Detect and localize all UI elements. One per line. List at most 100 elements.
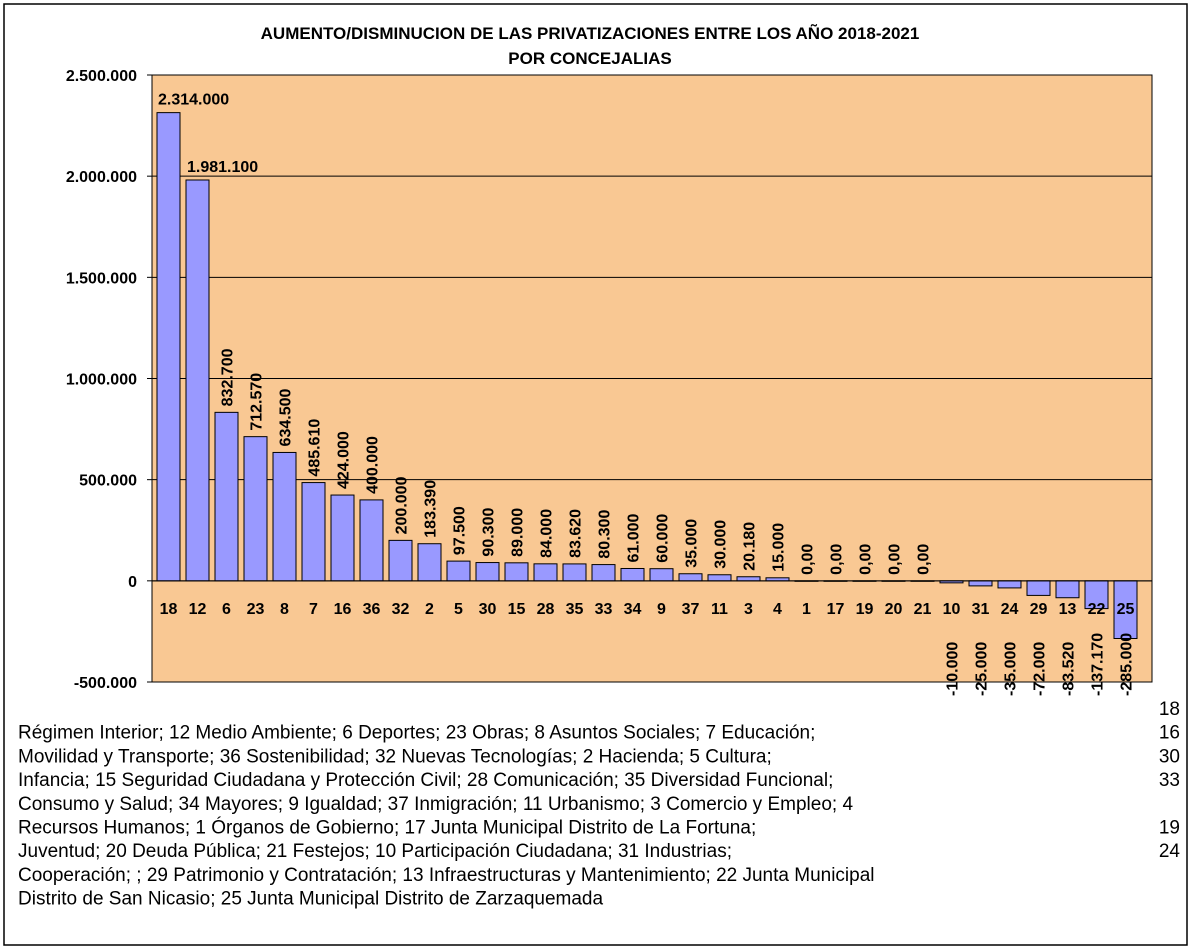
value-label: 1.981.100	[187, 159, 258, 176]
value-label: 89.000	[510, 508, 527, 557]
bar	[272, 451, 297, 582]
chart-title: POR CONCEJALIAS	[508, 49, 671, 68]
x-tick-label: 2	[425, 601, 434, 618]
value-label: 424.000	[336, 431, 353, 489]
bar	[997, 580, 1022, 589]
value-label: -137.170	[1090, 633, 1107, 696]
x-tick-label: 18	[160, 601, 178, 618]
bar	[359, 499, 384, 582]
x-tick-label: 32	[392, 601, 410, 618]
bar	[533, 563, 558, 582]
x-tick-label: 21	[914, 601, 932, 618]
legend-number: 16	[1159, 723, 1180, 744]
x-tick-label: 20	[885, 601, 903, 618]
x-tick-label: 16	[334, 601, 352, 618]
x-tick-label: 37	[682, 601, 700, 618]
x-tick-label: 24	[1001, 601, 1019, 618]
value-label: -285.000	[1119, 633, 1136, 696]
x-tick-label: 1	[802, 601, 811, 618]
x-tick-label: 23	[247, 601, 265, 618]
x-tick-label: 36	[363, 601, 381, 618]
chart-title: AUMENTO/DISMINUCION DE LAS PRIVATIZACION…	[261, 23, 920, 43]
value-label: 0,00	[887, 544, 904, 575]
value-label: 90.300	[481, 508, 498, 557]
legend-text: Movilidad y Transporte; 36 Sostenibilida…	[18, 746, 772, 767]
legend-text: Régimen Interior; 12 Medio Ambiente; 6 D…	[18, 723, 815, 744]
legend-text: Consumo y Salud; 34 Mayores; 9 Igualdad;…	[18, 794, 853, 815]
x-tick-label: 9	[657, 601, 666, 618]
y-tick-label: -500.000	[74, 675, 137, 692]
bar	[185, 179, 210, 582]
bar	[301, 482, 326, 582]
legend-text: Infancia; 15 Seguridad Ciudadana y Prote…	[18, 770, 833, 791]
value-label: 60.000	[655, 514, 672, 563]
bar	[214, 411, 239, 582]
bar	[156, 112, 181, 582]
x-tick-label: 17	[827, 601, 845, 618]
x-tick-label: 19	[856, 601, 874, 618]
x-tick-label: 15	[508, 601, 526, 618]
value-label: 200.000	[394, 476, 411, 534]
y-tick-label: 0	[128, 574, 137, 591]
bar	[678, 573, 703, 582]
value-label: 0,00	[916, 544, 933, 575]
value-label: 400.000	[365, 436, 382, 494]
x-tick-label: 29	[1030, 601, 1048, 618]
value-label: 84.000	[539, 509, 556, 558]
value-label: 485.610	[307, 419, 324, 477]
value-label: 15.000	[771, 523, 788, 572]
y-tick-label: 1.500.000	[66, 270, 137, 287]
legend-number: 24	[1159, 841, 1181, 862]
bar	[475, 562, 500, 582]
value-label: 183.390	[423, 480, 440, 538]
x-tick-label: 30	[479, 601, 497, 618]
bar	[591, 564, 616, 582]
value-label: 80.300	[597, 510, 614, 559]
x-tick-label: 35	[566, 601, 584, 618]
y-tick-label: 2.500.000	[66, 68, 137, 85]
x-tick-label: 6	[222, 601, 231, 618]
x-tick-label: 25	[1117, 601, 1135, 618]
bar	[1055, 580, 1080, 599]
x-tick-label: 31	[972, 601, 990, 618]
value-label: -25.000	[974, 642, 991, 696]
bar	[446, 560, 471, 582]
x-tick-label: 12	[189, 601, 207, 618]
value-label: -72.000	[1032, 642, 1049, 696]
value-label: 0,00	[800, 544, 817, 575]
value-label: 0,00	[858, 544, 875, 575]
bar	[707, 574, 732, 582]
legend-text: Recursos Humanos; 1 Órganos de Gobierno;…	[18, 817, 756, 839]
value-label: -35.000	[1003, 642, 1020, 696]
legend-text: Juventud; 20 Deuda Pública; 21 Festejos;…	[18, 841, 732, 862]
legend-number: 30	[1159, 746, 1180, 767]
x-tick-label: 22	[1088, 601, 1106, 618]
legend-number: 19	[1159, 818, 1180, 839]
value-label: 61.000	[626, 513, 643, 562]
x-tick-label: 5	[454, 601, 463, 618]
x-tick-label: 10	[943, 601, 961, 618]
bar	[649, 568, 674, 582]
x-tick-label: 34	[624, 601, 642, 618]
x-tick-label: 7	[309, 601, 318, 618]
bar	[562, 563, 587, 582]
x-tick-label: 8	[280, 601, 289, 618]
value-label: 83.620	[568, 509, 585, 558]
y-tick-label: 500.000	[79, 473, 137, 490]
legend-number: 33	[1159, 770, 1180, 791]
bar	[504, 562, 529, 582]
bar	[388, 539, 413, 582]
legend-text: Distrito de San Nicasio; 25 Junta Munici…	[18, 889, 603, 910]
legend-text: Cooperación; ; 29 Patrimonio y Contratac…	[18, 865, 875, 886]
value-label: -10.000	[945, 642, 962, 696]
value-label: 97.500	[452, 506, 469, 555]
value-label: 35.000	[684, 519, 701, 568]
bar	[968, 580, 993, 587]
bar	[736, 576, 761, 582]
y-tick-label: 2.000.000	[66, 169, 137, 186]
x-tick-label: 11	[711, 601, 728, 618]
bar	[243, 436, 268, 582]
value-label: 0,00	[829, 544, 846, 575]
